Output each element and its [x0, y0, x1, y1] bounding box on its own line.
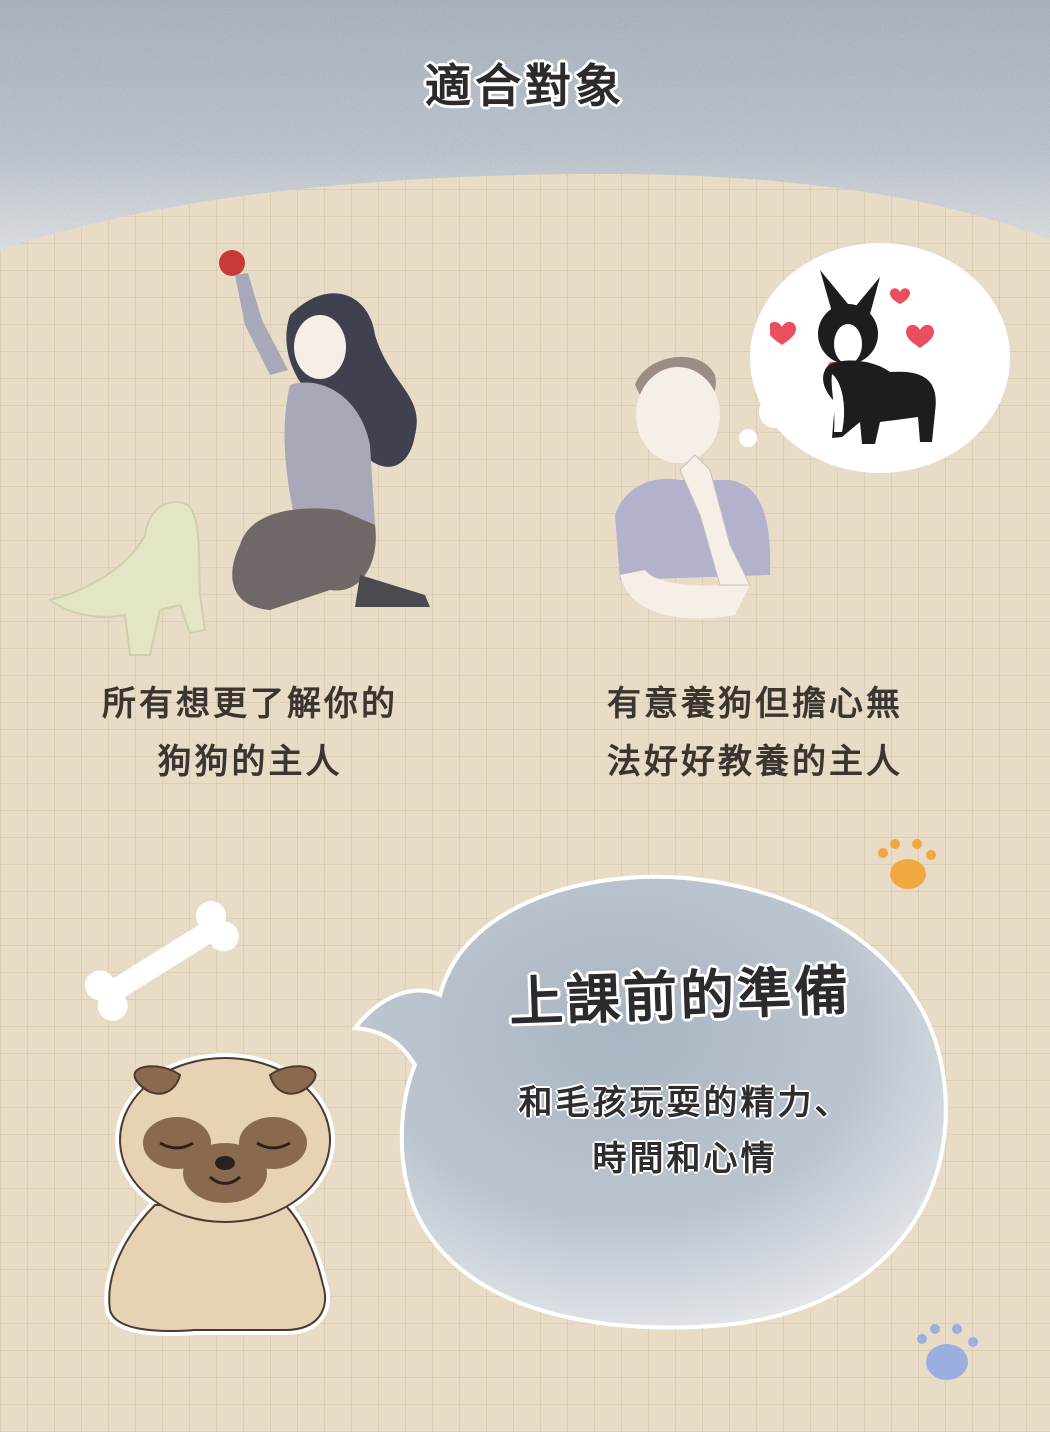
paw-icon: [878, 839, 936, 889]
audience-left-line1: 所有想更了解你的: [102, 684, 398, 724]
thinking-man-illustration: [615, 356, 771, 619]
preparation-line2: 時間和心情: [592, 1139, 778, 1179]
audience-left-caption: 所有想更了解你的 狗狗的主人: [55, 675, 445, 791]
boston-terrier-illustration: [770, 270, 936, 444]
page-title: 適合對象: [425, 59, 625, 113]
preparation-text: 和毛孩玩耍的精力、 時間和心情: [455, 1075, 915, 1187]
thought-bubble: [739, 243, 1010, 473]
audience-left-line2: 狗狗的主人: [157, 742, 343, 782]
paw-icon: [917, 1324, 978, 1380]
audience-right-caption: 有意養狗但擔心無 法好好教養的主人: [560, 675, 950, 791]
preparation-line1: 和毛孩玩耍的精力、: [518, 1083, 852, 1123]
bone-icon: [84, 901, 239, 1021]
pug-illustration: [104, 1053, 335, 1336]
audience-right-line2: 法好好教養的主人: [607, 742, 903, 782]
woman-with-puppy-illustration: [47, 250, 430, 656]
top-banner: [0, 0, 1050, 250]
speech-bubble: [351, 874, 948, 1330]
audience-right-line1: 有意養狗但擔心無: [607, 684, 903, 724]
preparation-title: 上課前的準備: [508, 959, 853, 1034]
